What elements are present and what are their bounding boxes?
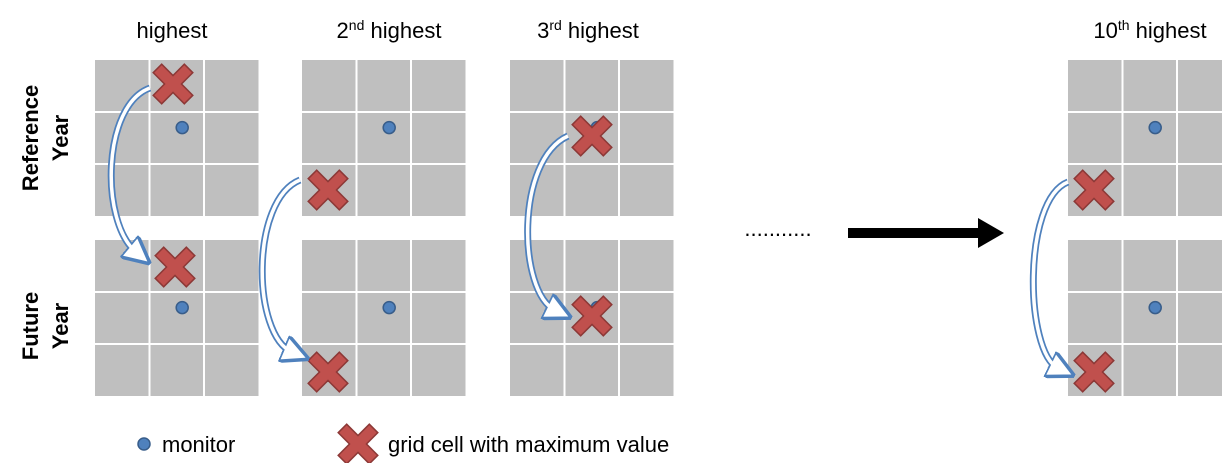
row-label: Future [18, 292, 43, 360]
arrow-inner [109, 86, 151, 254]
max-cell-cross [307, 169, 349, 211]
ellipsis: ........... [744, 216, 811, 241]
monitor-dot [1148, 120, 1162, 135]
row-label: Reference [18, 85, 43, 191]
arrow-inner [1031, 180, 1069, 370]
max-cell-cross [337, 423, 379, 463]
header-sup: th [1118, 17, 1130, 33]
legend-cross [337, 423, 379, 463]
monitor-dot [175, 120, 189, 135]
big-arrow-head [978, 218, 1004, 248]
arrow-inner [260, 178, 301, 354]
row-label: Year [48, 302, 73, 349]
header-text: 2 [337, 18, 349, 43]
header-text: 3 [537, 18, 549, 43]
max-cell-cross [1073, 169, 1115, 211]
header: 2nd highest [337, 17, 442, 43]
max-cell-cross [571, 115, 613, 157]
grids [95, 60, 1222, 396]
max-cell-cross [307, 351, 349, 393]
cross-shape [307, 351, 349, 393]
monitor-dot [382, 300, 396, 315]
legend-label: grid cell with maximum value [388, 432, 669, 457]
header: highest [137, 18, 208, 43]
cross-shape [571, 295, 613, 337]
monitor-dot [382, 120, 396, 135]
cross-shape [154, 246, 196, 288]
header-text: 10 [1093, 18, 1117, 43]
max-cell-cross [571, 295, 613, 337]
arrow-outline [1029, 178, 1068, 368]
header: 3rd highest [537, 17, 639, 43]
header-text: highest [1130, 18, 1207, 43]
header: 10th highest [1093, 17, 1206, 43]
cross-shape [1073, 169, 1115, 211]
monitor-dot [1148, 300, 1162, 315]
cross-shape [1073, 351, 1115, 393]
header-sup: nd [349, 17, 365, 33]
header-text: highest [137, 18, 208, 43]
arrow-inner [526, 134, 569, 312]
max-cell-cross [152, 63, 194, 105]
header-text: highest [364, 18, 441, 43]
monitor-dot [175, 300, 189, 315]
cross-shape [571, 115, 613, 157]
legend-label: monitor [162, 432, 235, 457]
row-label: Year [48, 114, 73, 161]
arrow-outline [258, 176, 300, 352]
cross-shape [152, 63, 194, 105]
max-cell-cross [1073, 351, 1115, 393]
header-text: highest [562, 18, 639, 43]
cross-shape [337, 423, 379, 463]
legend-monitor-dot [137, 437, 151, 451]
header-sup: rd [549, 17, 561, 33]
max-cell-cross [154, 246, 196, 288]
cross-shape [307, 169, 349, 211]
